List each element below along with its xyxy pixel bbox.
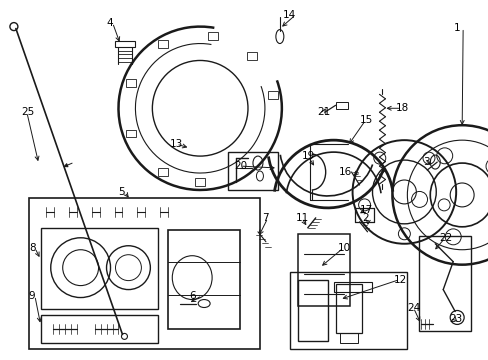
Bar — [267, 91, 277, 99]
Text: 21: 21 — [317, 107, 330, 117]
Bar — [158, 40, 168, 49]
Bar — [339, 333, 357, 343]
Bar — [126, 130, 136, 138]
Bar — [333, 282, 371, 292]
Text: 12: 12 — [393, 275, 406, 285]
Bar — [41, 315, 158, 343]
Text: 9: 9 — [29, 291, 36, 301]
Text: 19: 19 — [301, 151, 314, 161]
Text: 24: 24 — [407, 302, 420, 312]
Text: 8: 8 — [29, 243, 36, 253]
Text: 14: 14 — [283, 10, 296, 20]
Text: 5: 5 — [118, 187, 125, 197]
Text: 25: 25 — [21, 107, 34, 117]
Text: 16: 16 — [338, 167, 351, 177]
Text: 13: 13 — [170, 139, 183, 149]
Bar — [207, 32, 218, 40]
Text: 23: 23 — [448, 314, 462, 324]
Text: 4: 4 — [106, 18, 113, 28]
Text: 3: 3 — [423, 157, 429, 167]
Bar — [335, 284, 361, 333]
Text: 20: 20 — [234, 161, 246, 171]
Bar — [419, 236, 470, 332]
Bar — [126, 79, 136, 87]
Bar — [335, 102, 347, 109]
Bar — [168, 230, 240, 329]
Text: 2: 2 — [362, 213, 368, 223]
Bar — [297, 234, 349, 306]
Text: 1: 1 — [453, 23, 460, 33]
Bar — [195, 178, 205, 186]
Bar — [158, 168, 168, 176]
Text: 22: 22 — [438, 233, 451, 243]
Text: 6: 6 — [189, 291, 196, 301]
Bar — [297, 280, 327, 341]
Text: 15: 15 — [359, 115, 372, 125]
Text: 18: 18 — [395, 103, 408, 113]
Bar — [247, 52, 257, 60]
Bar — [115, 41, 135, 46]
Bar — [289, 272, 407, 349]
Text: 10: 10 — [337, 243, 350, 253]
Bar — [227, 152, 277, 190]
Bar — [29, 198, 260, 349]
Bar — [41, 228, 158, 310]
Text: 11: 11 — [295, 213, 308, 223]
Text: 17: 17 — [359, 205, 372, 215]
Text: 7: 7 — [262, 213, 268, 223]
